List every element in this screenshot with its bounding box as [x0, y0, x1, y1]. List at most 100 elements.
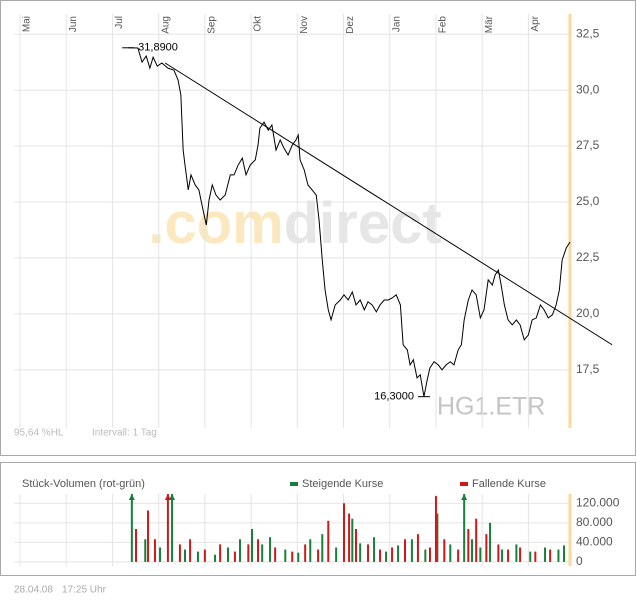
volume-bar [485, 534, 488, 562]
volume-bar [147, 510, 150, 562]
x-tick-label: Jan [391, 16, 402, 32]
volume-bar [144, 539, 147, 562]
x-tick-label: Sep [207, 16, 218, 34]
y-tick-label: 17,5 [576, 362, 600, 376]
volume-bar [226, 547, 229, 562]
volume-bar [251, 528, 254, 562]
volume-bar [410, 539, 413, 562]
x-tick-label: Dez [345, 16, 356, 34]
volume-bar [557, 549, 560, 562]
overflow-arrow [461, 494, 468, 500]
legend-swatch [460, 482, 468, 486]
volume-bar [309, 539, 312, 562]
volume-bar [317, 549, 320, 562]
volume-bar [436, 513, 439, 562]
volume-bar [203, 549, 206, 562]
volume-bar [348, 513, 351, 562]
volume-bar [359, 543, 362, 562]
volume-bar [284, 549, 287, 562]
volume-bar [497, 544, 500, 562]
trend-line [164, 62, 613, 346]
y-tick-label: 22,5 [576, 250, 600, 264]
volume-bar [166, 494, 169, 562]
volume-bar [178, 544, 181, 562]
volume-bar [562, 545, 565, 562]
y-tick-label: 30,0 [576, 82, 600, 96]
volume-bar [214, 554, 217, 562]
legend-label: Steigende Kurse [302, 478, 383, 490]
volume-bar [501, 549, 504, 562]
volume-bar [471, 539, 474, 562]
volume-bar [335, 547, 338, 562]
watermark-part: .com [148, 191, 283, 256]
volume-bar [247, 544, 250, 562]
y-tick-label: 80.000 [576, 515, 613, 529]
legend-label: Fallende Kurse [472, 478, 546, 490]
volume-bar [416, 534, 419, 562]
volume-bar [171, 494, 174, 562]
price-panel [0, 0, 636, 456]
volume-bar [489, 522, 492, 562]
volume-bar [385, 551, 388, 562]
price-line [128, 47, 571, 397]
symbol-label: HG1.ETR [437, 393, 545, 421]
annotation: 16,3000 [374, 391, 414, 403]
y-tick-label: 0 [576, 554, 583, 568]
overflow-arrow [128, 494, 135, 500]
volume-bar [327, 520, 330, 562]
info: Intervall: 1 Tag [92, 428, 157, 439]
x-tick-label: Okt [253, 16, 264, 32]
volume-bar [291, 551, 294, 562]
volume-bar [219, 544, 222, 562]
volume-bar [297, 552, 300, 562]
volume-bar [479, 547, 482, 562]
watermark: .comdirect [148, 191, 441, 256]
volume-bar [373, 537, 376, 562]
volume-bar [397, 545, 400, 562]
volume-bar [342, 503, 345, 562]
x-tick-label: Nov [299, 16, 310, 34]
x-tick-label: Mai [22, 16, 33, 32]
volume-bar [233, 551, 236, 562]
volume-bar [261, 544, 264, 562]
volume-bar [449, 544, 452, 562]
overflow-arrow [164, 494, 171, 500]
volume-bar [515, 544, 518, 562]
annotation: 31,8900 [138, 42, 178, 54]
y-tick-label: 40.000 [576, 535, 613, 549]
volume-bar [404, 539, 407, 562]
y-tick-label: 25,0 [576, 194, 600, 208]
volume-bar [544, 547, 547, 562]
volume-bar [475, 518, 478, 562]
volume-bar [467, 528, 470, 562]
volume-bar [239, 539, 242, 562]
x-tick-label: Aug [160, 16, 171, 34]
volume-bar [434, 496, 437, 562]
volume-bar [534, 551, 537, 562]
volume-bar [257, 539, 260, 562]
volume-bar [529, 551, 532, 562]
volume-bar [379, 549, 382, 562]
legend-swatch [290, 482, 298, 486]
volume-bar [391, 547, 394, 562]
volume-bar [196, 551, 199, 562]
x-tick-label: Jun [68, 16, 79, 32]
watermark-part: direct [284, 191, 442, 256]
volume-bar [189, 539, 192, 562]
y-tick-label: 27,5 [576, 138, 600, 152]
x-tick-label: Jul [114, 16, 125, 29]
volume-bar [304, 544, 307, 562]
y-tick-label: 120.000 [576, 495, 620, 509]
overflow-arrow [169, 494, 176, 500]
footer-time: 17:25 Uhr [62, 585, 107, 596]
x-tick-label: Mär [484, 15, 495, 33]
volume-bar [443, 539, 446, 562]
volume-bar [274, 547, 277, 562]
volume-bar [428, 547, 431, 562]
y-tick-label: 32,5 [576, 26, 600, 40]
footer-date: 28.04.08 [14, 585, 53, 596]
volume-bar [457, 549, 460, 562]
volume-title: Stück-Volumen (rot-grün) [22, 478, 145, 490]
volume-bar [321, 534, 324, 562]
